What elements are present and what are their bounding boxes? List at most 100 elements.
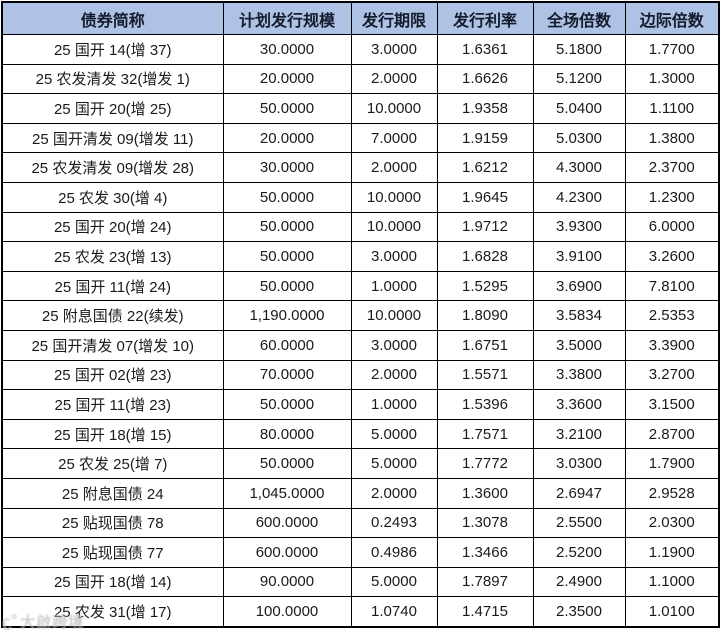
cell-issue-term: 10.0000 [350,181,438,213]
table-row: 25 附息国债 24 1,045.0000 2.0000 1.3600 2.6947 2.… [1,477,720,509]
cell-issue-rate: 1.8090 [436,300,534,331]
cell-planned-scale: 90.0000 [222,566,352,598]
cell-marginal-multiple: 1.3800 [624,122,720,154]
cell-marginal-multiple: 1.0100 [624,596,720,628]
col-header-bond-name: 债券简称 [1,1,224,35]
cell-issue-rate: 1.6361 [436,34,534,65]
table-row: 25 贴现国债 78 600.0000 0.2493 1.3078 2.5500 2.03… [1,507,720,539]
header-row: 债券简称 计划发行规模 发行期限 发行利率 全场倍数 边际倍数 [1,1,720,35]
cell-bond-name: 25 农发 23(增 13) [1,241,224,272]
cell-planned-scale: 70.0000 [222,359,352,391]
cell-full-multiple: 3.3800 [532,359,626,391]
cell-issue-rate: 1.9645 [436,181,534,213]
col-header-issue-term: 发行期限 [350,1,438,35]
cell-full-multiple: 5.1800 [532,34,626,65]
cell-marginal-multiple: 1.1100 [624,93,720,124]
cell-marginal-multiple: 3.2700 [624,359,720,391]
cell-planned-scale: 1,045.0000 [222,477,352,509]
cell-issue-term: 5.0000 [350,566,438,598]
cell-bond-name: 25 国开 11(增 23) [1,389,224,420]
cell-marginal-multiple: 1.2300 [624,181,720,213]
table-header: 债券简称 计划发行规模 发行期限 发行利率 全场倍数 边际倍数 [1,1,720,35]
cell-issue-term: 7.0000 [350,122,438,154]
cell-marginal-multiple: 2.0300 [624,507,720,539]
cell-issue-term: 2.0000 [350,152,438,183]
cell-issue-rate: 1.3466 [436,537,534,568]
cell-issue-term: 1.0000 [350,389,438,420]
cell-full-multiple: 3.5000 [532,329,626,361]
cell-marginal-multiple: 1.3000 [624,63,720,95]
cell-full-multiple: 2.5200 [532,537,626,568]
cell-planned-scale: 50.0000 [222,241,352,272]
cell-issue-term: 2.0000 [350,63,438,95]
table-row: 25 国开清发 09(增发 11) 20.0000 7.0000 1.9159 5.03… [1,122,720,154]
table-row: 25 国开 20(增 25) 50.0000 10.0000 1.9358 5.0400… [1,93,720,124]
cell-issue-rate: 1.5396 [436,389,534,420]
cell-issue-rate: 1.3600 [436,477,534,509]
cell-planned-scale: 50.0000 [222,389,352,420]
cell-planned-scale: 100.0000 [222,596,352,628]
table-row: 25 农发 23(增 13) 50.0000 3.0000 1.6828 3.9100 3… [1,241,720,272]
cell-full-multiple: 4.2300 [532,181,626,213]
cell-issue-rate: 1.7772 [436,448,534,479]
cell-bond-name: 25 国开 20(增 24) [1,211,224,243]
cell-marginal-multiple: 1.7700 [624,34,720,65]
cell-issue-term: 0.4986 [350,537,438,568]
cell-issue-term: 10.0000 [350,300,438,331]
col-header-issue-rate: 发行利率 [436,1,534,35]
cell-full-multiple: 3.9100 [532,241,626,272]
cell-planned-scale: 80.0000 [222,418,352,450]
cell-bond-name: 25 国开 14(增 37) [1,34,224,65]
cell-marginal-multiple: 2.5353 [624,300,720,331]
cell-marginal-multiple: 2.9528 [624,477,720,509]
cell-full-multiple: 2.6947 [532,477,626,509]
cell-full-multiple: 3.9300 [532,211,626,243]
cell-bond-name: 25 国开清发 07(增发 10) [1,329,224,361]
cell-bond-name: 25 贴现国债 78 [1,507,224,539]
cell-issue-rate: 1.9159 [436,122,534,154]
cell-planned-scale: 20.0000 [222,122,352,154]
cell-full-multiple: 3.5834 [532,300,626,331]
table-row: 25 国开 02(增 23) 70.0000 2.0000 1.5571 3.3800 3… [1,359,720,391]
col-header-full-multiple: 全场倍数 [532,1,626,35]
cell-bond-name: 25 农发 30(增 4) [1,181,224,213]
cell-issue-rate: 1.7571 [436,418,534,450]
cell-issue-term: 5.0000 [350,418,438,450]
table-body: 25 国开 14(增 37) 30.0000 3.0000 1.6361 5.1800 1… [1,34,720,628]
cell-issue-rate: 1.7897 [436,566,534,598]
cell-bond-name: 25 附息国债 24 [1,477,224,509]
cell-full-multiple: 2.4900 [532,566,626,598]
cell-issue-rate: 1.9712 [436,211,534,243]
table-row: 25 农发 30(增 4) 50.0000 10.0000 1.9645 4.2300 1… [1,181,720,213]
cell-issue-term: 3.0000 [350,34,438,65]
cell-marginal-multiple: 6.0000 [624,211,720,243]
cell-issue-term: 5.0000 [350,448,438,479]
col-header-marginal-multiple: 边际倍数 [624,1,720,35]
table-row: 25 农发清发 32(增发 1) 20.0000 2.0000 1.6626 5.120… [1,63,720,95]
cell-issue-rate: 1.3078 [436,507,534,539]
col-header-planned-scale: 计划发行规模 [222,1,352,35]
table-row: 25 农发清发 09(增发 28) 30.0000 2.0000 1.6212 4.30… [1,152,720,183]
cell-bond-name: 25 国开清发 09(增发 11) [1,122,224,154]
cell-planned-scale: 30.0000 [222,152,352,183]
cell-full-multiple: 5.0300 [532,122,626,154]
cell-bond-name: 25 国开 18(增 15) [1,418,224,450]
table-row: 25 国开 14(增 37) 30.0000 3.0000 1.6361 5.1800 1… [1,34,720,65]
cell-planned-scale: 50.0000 [222,181,352,213]
cell-bond-name: 25 农发 25(增 7) [1,448,224,479]
cell-planned-scale: 60.0000 [222,329,352,361]
table-row: 25 贴现国债 77 600.0000 0.4986 1.3466 2.5200 1.19… [1,537,720,568]
table-row: 25 国开 18(增 14) 90.0000 5.0000 1.7897 2.4900 1… [1,566,720,598]
cell-issue-term: 3.0000 [350,329,438,361]
cell-full-multiple: 5.1200 [532,63,626,95]
cell-issue-rate: 1.6828 [436,241,534,272]
cell-marginal-multiple: 3.2600 [624,241,720,272]
cell-marginal-multiple: 3.3900 [624,329,720,361]
cell-planned-scale: 600.0000 [222,507,352,539]
cell-issue-term: 2.0000 [350,359,438,391]
cell-marginal-multiple: 3.1500 [624,389,720,420]
table-row: 25 农发 25(增 7) 50.0000 5.0000 1.7772 3.0300 1.… [1,448,720,479]
table-row: 25 农发 31(增 17) 100.0000 1.0740 1.4715 2.3500… [1,596,720,628]
